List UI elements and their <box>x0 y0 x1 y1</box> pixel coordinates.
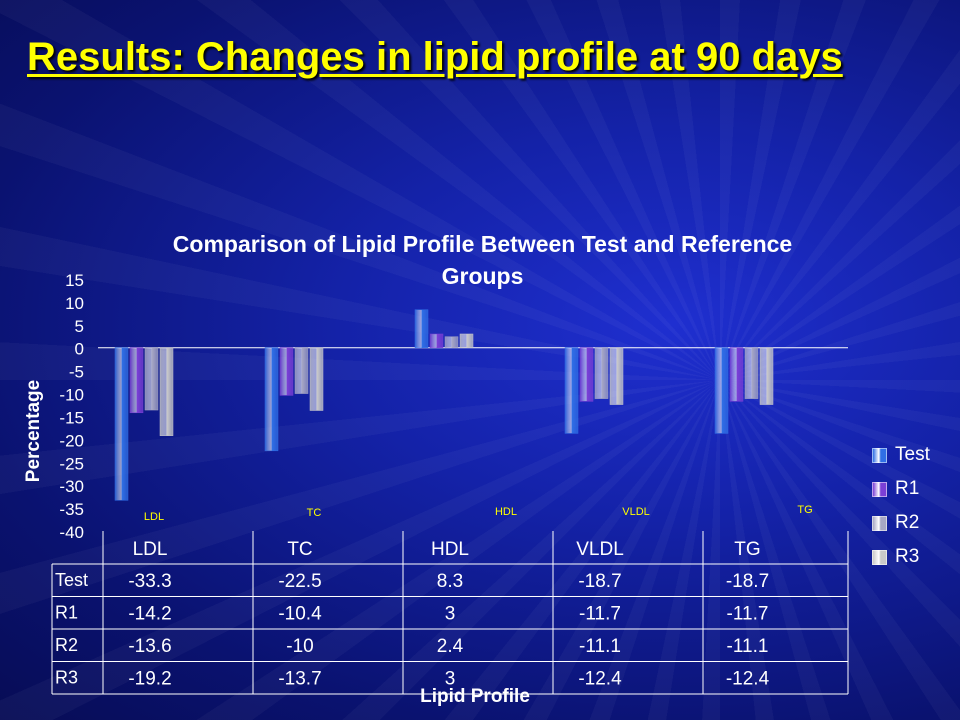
bar-r2-tg <box>744 347 759 399</box>
legend-key <box>872 549 887 565</box>
table-cell: -11.1 <box>579 636 621 657</box>
x-axis-title: Lipid Profile <box>420 686 530 707</box>
table-cell: -13.6 <box>128 636 171 657</box>
table-cell: -22.5 <box>278 571 321 592</box>
bar-r2-vldl <box>594 347 609 399</box>
category-label: VLDL <box>622 506 650 518</box>
table-row-label: R2 <box>55 635 78 655</box>
bar-r1-ldl <box>129 347 144 414</box>
table-cell: 2.4 <box>437 636 464 657</box>
legend-label: R1 <box>895 478 920 499</box>
category-label: TC <box>307 507 322 519</box>
bar-r1-tc <box>279 347 294 396</box>
category-label: HDL <box>495 506 517 518</box>
bar-r1-vldl <box>579 347 594 402</box>
legend-key <box>872 447 887 463</box>
table-header-tg: TG <box>734 539 760 560</box>
category-label: TG <box>797 504 812 516</box>
chart-legend: Test R1 R2 R3 <box>872 438 930 574</box>
table-cell: -11.7 <box>727 604 769 625</box>
table-cell: 3 <box>445 669 456 690</box>
y-tick-label: 15 <box>65 271 84 290</box>
legend-item-test: Test <box>872 438 930 472</box>
bar-test-tg <box>714 347 729 434</box>
table-cell: -12.4 <box>578 669 622 690</box>
y-tick-label: -10 <box>59 386 84 405</box>
table-cell: -14.2 <box>128 604 171 625</box>
table-cell: -19.2 <box>128 669 171 690</box>
legend-item-r1: R1 <box>872 472 930 506</box>
chart-title: Comparison of Lipid Profile Between Test… <box>172 231 793 289</box>
table-cell: 3 <box>445 604 456 625</box>
table-cell: -13.7 <box>278 669 321 690</box>
y-tick-label: -35 <box>59 500 84 519</box>
y-tick-label: -30 <box>59 477 84 496</box>
table-row-label: R1 <box>55 603 78 623</box>
bar-r3-hdl <box>459 333 474 348</box>
table-cell: -10.4 <box>278 604 322 625</box>
table-header-vldl: VLDL <box>576 539 624 560</box>
table-cell: -18.7 <box>578 571 621 592</box>
legend-label: Test <box>895 444 930 465</box>
legend-key <box>872 481 887 497</box>
table-cell: -11.1 <box>727 636 769 657</box>
legend-item-r2: R2 <box>872 506 930 540</box>
bar-r1-tg <box>729 347 744 402</box>
legend-label: R2 <box>895 512 920 533</box>
bar-r3-vldl <box>609 347 624 405</box>
table-row-label: R3 <box>55 668 78 688</box>
table-cell: -11.7 <box>579 604 621 625</box>
bar-r3-tc <box>309 347 324 411</box>
legend-label: R3 <box>895 546 920 567</box>
bar-r2-ldl <box>144 347 159 411</box>
y-tick-label: -5 <box>69 363 84 382</box>
table-cell: -33.3 <box>128 571 171 592</box>
legend-key <box>872 515 887 531</box>
y-tick-label: -20 <box>59 431 84 450</box>
table-header-hdl: HDL <box>431 539 469 560</box>
legend-item-r3: R3 <box>872 540 930 574</box>
bar-test-hdl <box>414 309 429 348</box>
category-label: LDL <box>144 511 164 523</box>
bar-r3-ldl <box>159 347 174 436</box>
y-tick-label: -15 <box>59 408 84 427</box>
table-header-ldl: LDL <box>133 539 168 560</box>
table-cell: -10 <box>286 636 313 657</box>
bar-r1-hdl <box>429 333 444 348</box>
table-row-label: Test <box>55 570 88 590</box>
bar-r2-tc <box>294 347 309 394</box>
bar-r2-hdl <box>444 336 459 348</box>
table-cell: -12.4 <box>726 669 770 690</box>
table-cell: 8.3 <box>437 571 463 592</box>
bar-test-ldl <box>114 347 129 501</box>
y-tick-label: -25 <box>59 454 84 473</box>
y-tick-label: 5 <box>75 317 84 336</box>
bar-r3-tg <box>759 347 774 405</box>
slide-title: Results: Changes in lipid profile at 90 … <box>27 35 843 79</box>
bar-test-vldl <box>564 347 579 434</box>
y-tick-label: -40 <box>59 523 84 542</box>
table-cell: -18.7 <box>726 571 769 592</box>
y-tick-label: 0 <box>75 340 84 359</box>
y-tick-label: 10 <box>65 294 84 313</box>
bar-test-tc <box>264 347 279 452</box>
table-header-tc: TC <box>287 539 312 560</box>
y-axis-title: Percentage <box>23 379 44 483</box>
